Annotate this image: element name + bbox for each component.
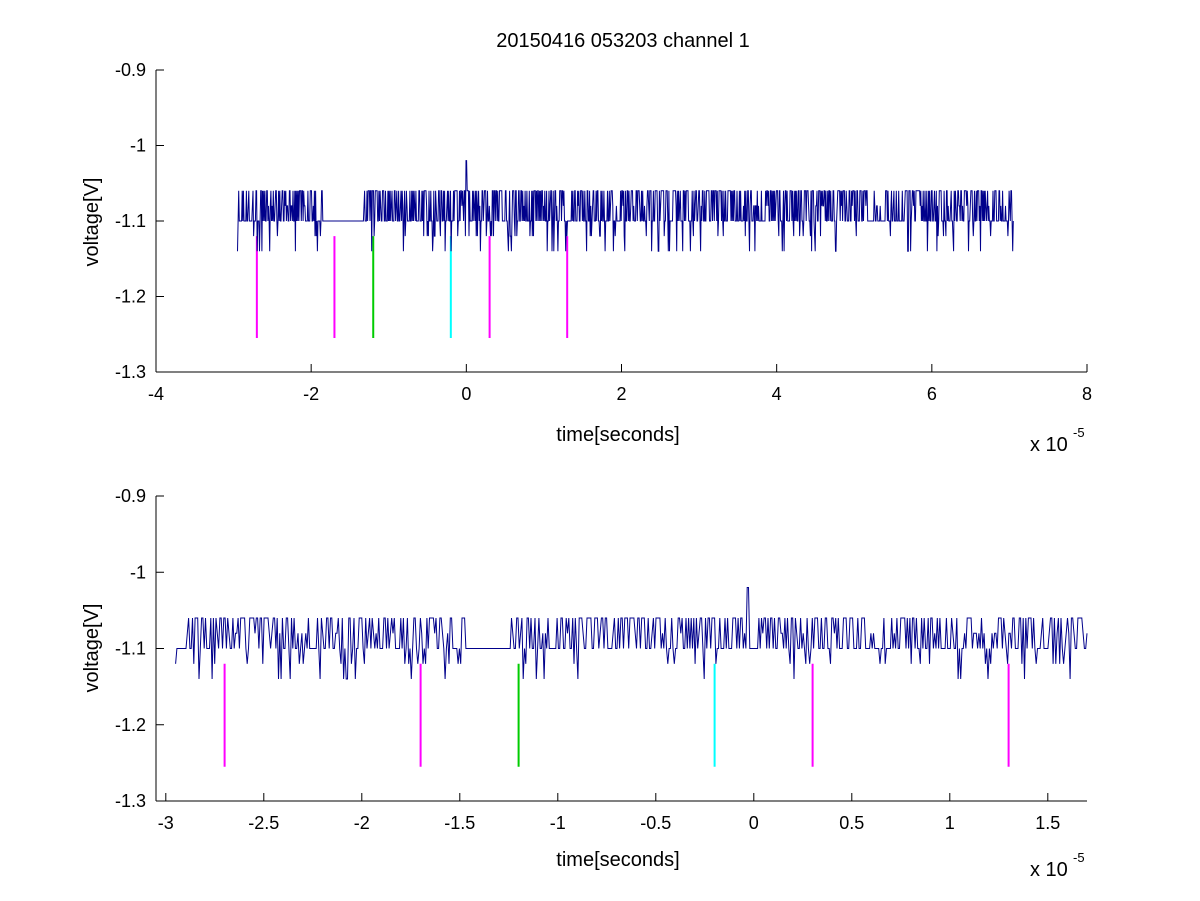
top-trace-line	[237, 160, 1014, 252]
bottom-y-tick-label: -0.9	[115, 486, 146, 506]
bottom-x-tick-label: 0	[749, 813, 759, 833]
bottom-x-exponent-value: -5	[1073, 850, 1085, 865]
top-x-tick-label: 6	[927, 384, 937, 404]
top-y-axis-label: voltage[V]	[81, 178, 103, 267]
bottom-x-tick-label: -2.5	[248, 813, 279, 833]
top-y-tick-label: -0.9	[115, 60, 146, 80]
bottom-y-tick-label: -1	[130, 562, 146, 582]
top-x-axis-label: time[seconds]	[556, 424, 679, 446]
bottom-x-tick-label: 1	[945, 813, 955, 833]
bottom-x-tick-label: 1.5	[1035, 813, 1060, 833]
top-y-tick-label: -1.1	[115, 211, 146, 231]
figure-title: 20150416 053203 channel 1	[496, 30, 750, 52]
top-x-tick-label: -2	[303, 384, 319, 404]
top-x-exponent-label: x 10	[1030, 434, 1068, 456]
bottom-x-exponent-label: x 10	[1030, 859, 1068, 881]
bottom-x-tick-label: -3	[158, 813, 174, 833]
bottom-event-markers	[223, 663, 1010, 767]
top-voltage-trace	[237, 160, 1014, 252]
top-x-tick-label: 4	[772, 384, 782, 404]
top-x-exponent-value: -5	[1073, 425, 1085, 440]
bottom-x-tick-label: 0.5	[839, 813, 864, 833]
top-y-tick-label: -1	[130, 136, 146, 156]
bottom-y-tick-label: -1.2	[115, 715, 146, 735]
bottom-y-tick-label: -1.3	[115, 791, 146, 811]
top-x-tick-label: -4	[148, 384, 164, 404]
top-y-tick-label: -1.3	[115, 362, 146, 382]
bottom-x-tick-label: -1.5	[444, 813, 475, 833]
bottom-axes: -3 -2.5 -2 -1.5 -1 -0.5 0 0.5 1 1.5 -0.9 -1 -1.1 -1.2…	[115, 486, 1087, 833]
bottom-x-tick-label: -1	[550, 813, 566, 833]
top-x-tick-label: 0	[461, 384, 471, 404]
top-x-tick-label: 8	[1082, 384, 1092, 404]
bottom-trace-line	[175, 587, 1088, 680]
bottom-y-tick-label: -1.1	[115, 639, 146, 659]
bottom-x-tick-label: -2	[354, 813, 370, 833]
top-subplot: -4 -2 0 2 4 6 8 -0.9 -1 -1.1 -1.2 -1.3 time[seconds…	[81, 60, 1092, 456]
bottom-x-tick-label: -0.5	[640, 813, 671, 833]
bottom-x-axis-label: time[seconds]	[556, 849, 679, 871]
top-event-markers	[255, 236, 569, 339]
bottom-subplot: -3 -2.5 -2 -1.5 -1 -0.5 0 0.5 1 1.5 -0.9 -1 -1.1 -1.2…	[81, 486, 1088, 881]
bottom-voltage-trace	[175, 587, 1088, 680]
top-x-tick-label: 2	[616, 384, 626, 404]
top-axes: -4 -2 0 2 4 6 8 -0.9 -1 -1.1 -1.2 -1.3	[115, 60, 1092, 404]
top-y-tick-label: -1.2	[115, 287, 146, 307]
bottom-y-axis-label: voltage[V]	[81, 604, 103, 693]
